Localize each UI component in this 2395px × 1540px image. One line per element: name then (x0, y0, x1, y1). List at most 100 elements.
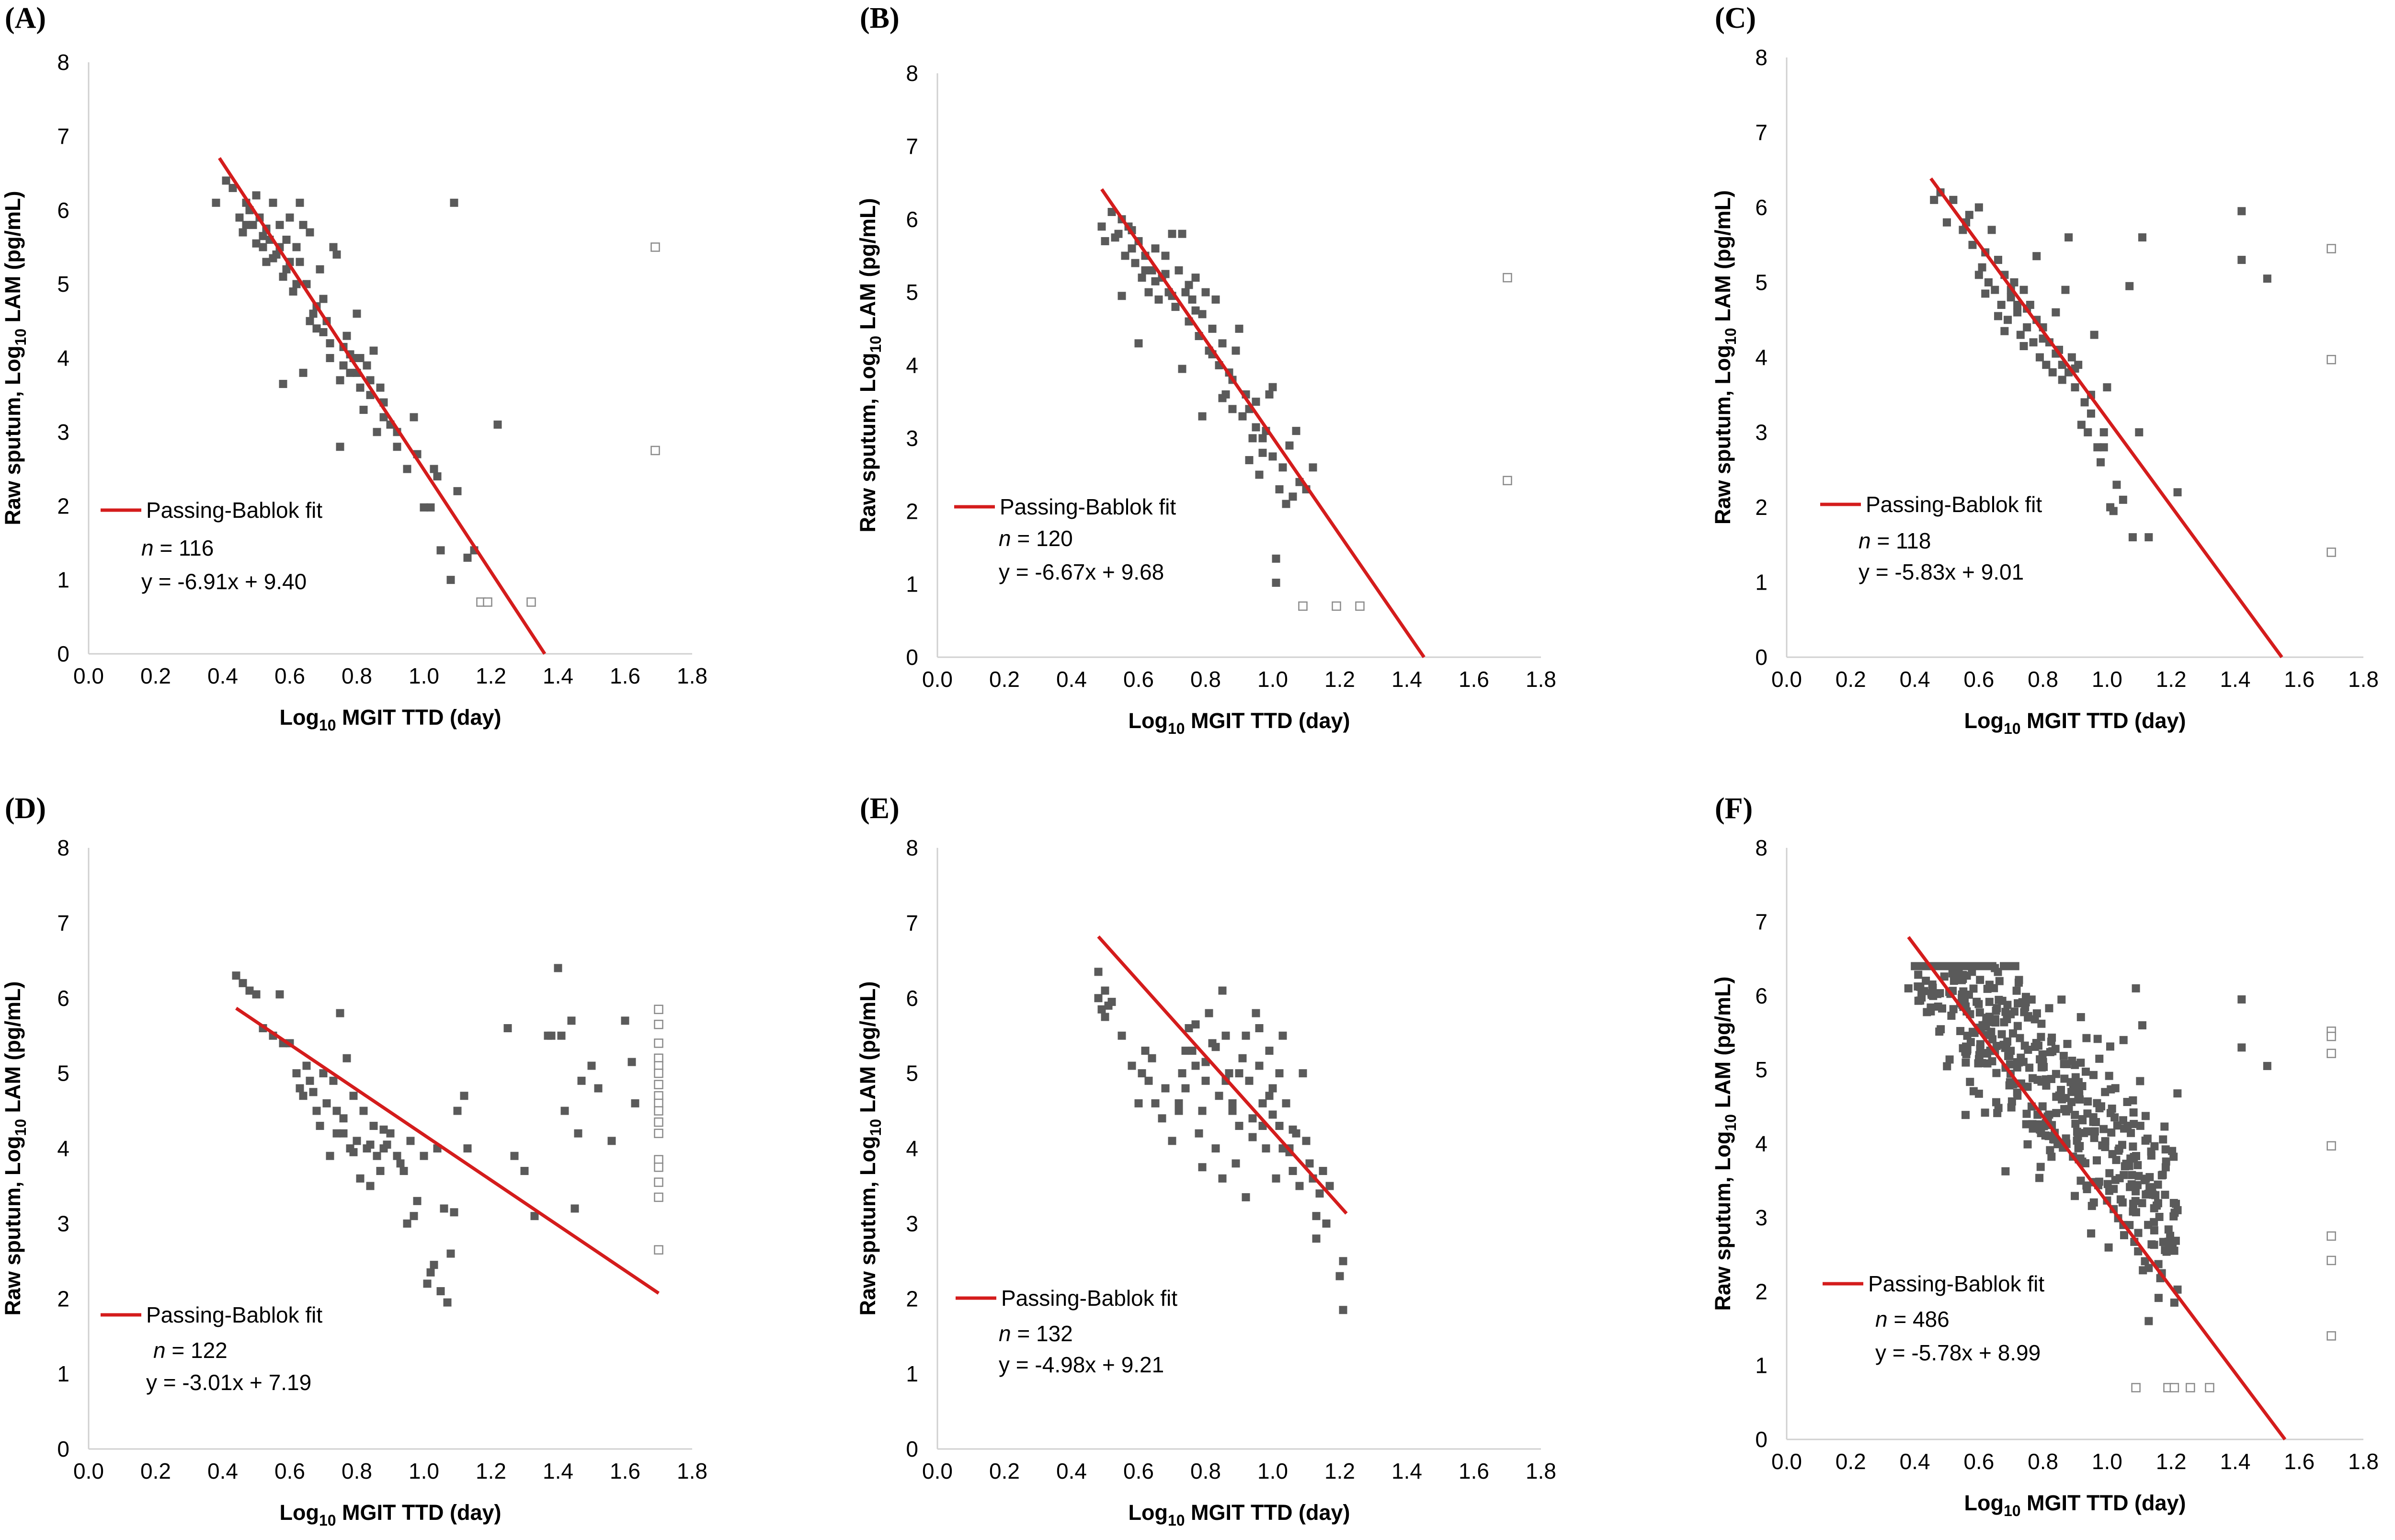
open-data-point (1332, 601, 1341, 611)
x-tick-label: 0.8 (2028, 667, 2058, 692)
data-point (2045, 1110, 2053, 1119)
data-point (1118, 292, 1126, 300)
data-point (1094, 994, 1103, 1003)
data-point (2150, 1241, 2158, 1249)
data-point (1339, 1306, 1347, 1314)
x-tick-label: 0.8 (342, 1459, 372, 1483)
data-point (430, 1261, 438, 1269)
data-point (228, 183, 237, 192)
data-point (1248, 434, 1257, 443)
data-point (1235, 1069, 1243, 1078)
data-point (2157, 1171, 2166, 1180)
x-tick-label: 0.2 (1836, 1449, 1866, 1474)
data-point (342, 331, 351, 340)
data-point (339, 361, 348, 370)
x-tick-label: 1.4 (1391, 1459, 1422, 1483)
data-point (2103, 1180, 2112, 1188)
data-point (446, 1249, 455, 1258)
chart-panel-1: (A) 0.0 0.2 0.4 0.6 0.8 1.0 1.2 1.4 1.6 1.8 0 1 2 3 4 5 6… (0, 2, 707, 734)
data-point (2048, 1033, 2056, 1042)
data-point (2003, 1001, 2012, 1009)
data-point (2037, 1077, 2046, 1086)
open-data-point (526, 597, 536, 607)
data-point (329, 243, 338, 251)
y-tick-label: 2 (57, 1286, 69, 1311)
data-point (2134, 1172, 2143, 1180)
data-point (336, 376, 344, 385)
data-point (2084, 1097, 2092, 1106)
data-point (2038, 1050, 2047, 1059)
data-point (316, 1121, 324, 1130)
x-tick-label: 0.4 (1056, 667, 1087, 692)
data-point (1245, 456, 1254, 465)
data-point (1218, 1174, 1227, 1183)
data-point (1191, 274, 1200, 282)
data-point (554, 964, 562, 972)
data-point (2012, 986, 2021, 995)
legend-label: Passing-Bablok fit (1001, 1286, 1177, 1311)
data-point (1959, 987, 1968, 996)
data-point (1208, 324, 1217, 333)
data-point (1305, 1159, 1314, 1168)
x-tick-label: 1.2 (2156, 1449, 2187, 1474)
data-point (359, 406, 368, 414)
data-point (1981, 1108, 1989, 1117)
y-tick-label: 5 (1755, 1057, 1768, 1082)
n-label: n = 122 (153, 1338, 228, 1363)
data-point (2013, 1022, 2022, 1030)
data-point (1991, 1018, 2000, 1027)
equation-label: y = -5.78x + 8.99 (1875, 1340, 2041, 1365)
data-point (2138, 1199, 2146, 1208)
data-point (2010, 278, 2019, 286)
data-point (1319, 1167, 1327, 1175)
data-point (1255, 1061, 1264, 1070)
data-point (510, 1152, 519, 1160)
x-tick-label: 1.8 (1526, 667, 1556, 692)
data-point (1312, 1234, 1321, 1243)
data-point (1154, 295, 1163, 304)
data-point (235, 213, 244, 222)
n-label: n = 116 (141, 536, 214, 560)
data-point (1255, 470, 1264, 479)
data-point (373, 1152, 381, 1160)
data-point (1959, 970, 1967, 979)
data-point (1974, 1089, 1983, 1098)
data-point (2089, 1113, 2098, 1121)
data-point (2071, 1119, 2080, 1128)
data-point (326, 1152, 334, 1160)
open-data-point (654, 1129, 663, 1138)
data-point (1188, 1047, 1197, 1055)
data-point (2129, 1108, 2138, 1117)
data-point (2149, 1190, 2157, 1199)
data-point (1930, 195, 1939, 204)
data-point (2169, 1198, 2178, 1207)
data-point (1993, 1109, 2002, 1118)
data-point (2133, 1161, 2142, 1169)
data-point (1987, 226, 1996, 234)
data-point (587, 1061, 596, 1070)
open-data-point (654, 1117, 663, 1127)
legend-label: Passing-Bablok fit (146, 498, 322, 523)
data-point (1268, 1084, 1277, 1093)
data-point (1272, 579, 1280, 587)
data-point (1252, 398, 1260, 406)
equation-label: y = -4.98x + 9.21 (999, 1352, 1164, 1377)
data-point (2119, 1036, 2128, 1044)
data-point (1118, 1031, 1126, 1040)
data-point (1997, 1030, 2006, 1038)
data-point (326, 354, 334, 362)
data-point (2090, 1134, 2098, 1142)
data-point (2131, 1197, 2140, 1205)
x-tick-label: 1.6 (610, 1459, 640, 1483)
data-point (1289, 1167, 1297, 1175)
data-point (1258, 434, 1267, 443)
data-point (2029, 1074, 2037, 1083)
data-point (2061, 285, 2070, 294)
data-point (1148, 1054, 1156, 1062)
data-point (2064, 233, 2073, 242)
y-tick-label: 1 (57, 1361, 69, 1386)
data-point (2173, 1089, 2182, 1098)
data-point (2141, 1257, 2149, 1266)
data-point (594, 1084, 603, 1093)
y-tick-label: 7 (1755, 909, 1768, 934)
